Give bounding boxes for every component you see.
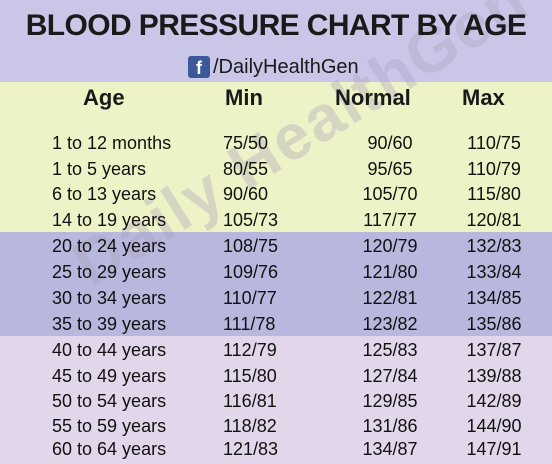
min-cell: 105/73 <box>223 210 279 230</box>
band-older-ages <box>0 336 552 464</box>
brand-link[interactable]: f /DailyHealthGen <box>188 55 359 79</box>
min-cell: 111/78 <box>223 314 276 334</box>
normal-cell: 105/70 <box>362 184 418 204</box>
normal-cell: 117/77 <box>363 210 417 230</box>
min-cell: 115/80 <box>223 366 277 386</box>
max-cell: 142/89 <box>466 391 522 411</box>
age-cell: 1 to 5 years <box>52 159 147 179</box>
normal-cell: 125/83 <box>362 340 418 360</box>
normal-cell: 134/87 <box>362 439 418 459</box>
age-cell: 50 to 54 years <box>52 391 167 411</box>
table-row: 50 to 54 years 116/81 129/85 142/89 <box>0 388 552 414</box>
max-cell: 120/81 <box>466 210 522 230</box>
age-cell: 30 to 34 years <box>52 288 167 308</box>
table-row: 35 to 39 years 111/78 123/82 135/86 <box>0 311 552 337</box>
band-adult-ages <box>0 232 552 336</box>
table-row: 1 to 12 months 75/50 90/60 110/75 <box>0 130 552 156</box>
normal-cell: 90/60 <box>367 133 413 153</box>
normal-cell: 123/82 <box>362 314 418 334</box>
facebook-icon: f <box>188 56 210 78</box>
brand-band <box>0 54 552 82</box>
band-child-ages <box>0 82 552 232</box>
min-cell: 90/60 <box>223 184 269 204</box>
min-cell: 75/50 <box>223 133 269 153</box>
table-row: 30 to 34 years 110/77 122/81 134/85 <box>0 285 552 311</box>
max-cell: 147/91 <box>466 439 522 459</box>
normal-cell: 131/86 <box>362 416 418 436</box>
normal-cell: 129/85 <box>362 391 418 411</box>
age-cell: 60 to 64 years <box>52 439 167 459</box>
max-cell: 110/75 <box>467 133 521 153</box>
max-cell: 137/87 <box>466 340 522 360</box>
min-cell: 118/82 <box>223 416 277 436</box>
max-cell: 115/80 <box>467 184 521 204</box>
table-row: 14 to 19 years 105/73 117/77 120/81 <box>0 207 552 233</box>
normal-cell: 127/84 <box>362 366 418 386</box>
age-cell: 55 to 59 years <box>52 416 167 436</box>
min-cell: 110/77 <box>223 288 277 308</box>
table-row: 20 to 24 years 108/75 120/79 132/83 <box>0 233 552 259</box>
min-cell: 116/81 <box>223 391 277 411</box>
max-cell: 135/86 <box>466 314 522 334</box>
table-row: 55 to 59 years 118/82 131/86 144/90 <box>0 413 552 439</box>
age-cell: 14 to 19 years <box>52 210 167 230</box>
header-max: Max <box>462 85 505 110</box>
max-cell: 110/79 <box>467 159 521 179</box>
min-cell: 121/83 <box>223 439 279 459</box>
age-cell: 35 to 39 years <box>52 314 167 334</box>
header-min: Min <box>225 85 263 110</box>
min-cell: 112/79 <box>223 340 277 360</box>
page-title: BLOOD PRESSURE CHART BY AGE <box>25 9 527 42</box>
age-cell: 6 to 13 years <box>52 184 157 204</box>
max-cell: 139/88 <box>466 366 522 386</box>
table-row: 40 to 44 years 112/79 125/83 137/87 <box>0 337 552 363</box>
table-row: 45 to 49 years 115/80 127/84 139/88 <box>0 363 552 389</box>
header-age: Age <box>83 85 125 110</box>
age-cell: 25 to 29 years <box>52 262 167 282</box>
normal-cell: 120/79 <box>362 236 418 256</box>
normal-cell: 95/65 <box>367 159 413 179</box>
title-band <box>0 0 552 54</box>
table-row: 25 to 29 years 109/76 121/80 133/84 <box>0 259 552 285</box>
max-cell: 134/85 <box>466 288 522 308</box>
max-cell: 133/84 <box>466 262 522 282</box>
age-cell: 40 to 44 years <box>52 340 167 360</box>
age-cell: 1 to 12 months <box>52 133 172 153</box>
max-cell: 132/83 <box>466 236 522 256</box>
min-cell: 108/75 <box>223 236 279 256</box>
min-cell: 80/55 <box>223 159 269 179</box>
normal-cell: 121/80 <box>362 262 418 282</box>
table-row: 1 to 5 years 80/55 95/65 110/79 <box>0 156 552 182</box>
min-cell: 109/76 <box>223 262 279 282</box>
normal-cell: 122/81 <box>362 288 418 308</box>
age-cell: 45 to 49 years <box>52 366 167 386</box>
header-normal: Normal <box>335 85 411 110</box>
table-row: 6 to 13 years 90/60 105/70 115/80 <box>0 181 552 207</box>
max-cell: 144/90 <box>466 416 522 436</box>
age-cell: 20 to 24 years <box>52 236 167 256</box>
table-row: 60 to 64 years 121/83 134/87 147/91 <box>0 436 552 462</box>
brand-handle: /DailyHealthGen <box>213 55 359 78</box>
